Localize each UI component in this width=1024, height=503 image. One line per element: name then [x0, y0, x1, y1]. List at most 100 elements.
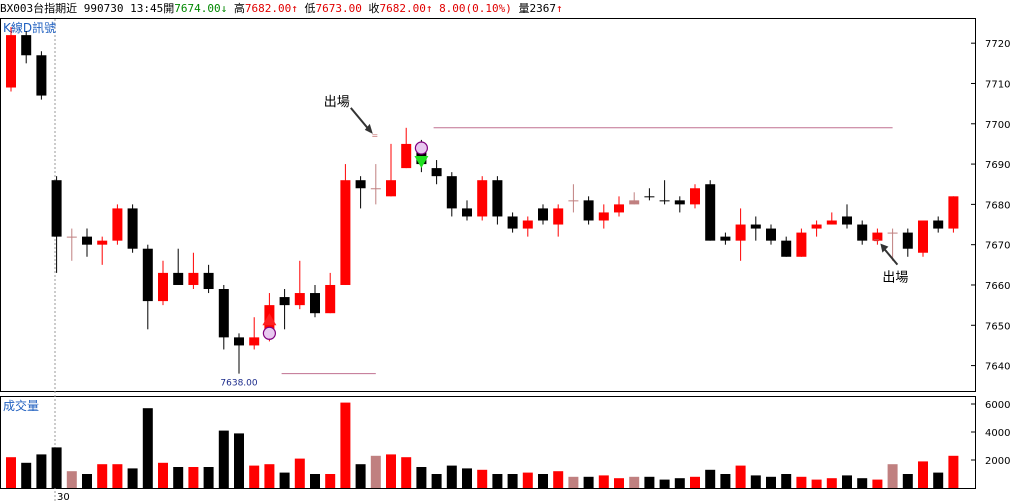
volume-bar — [492, 474, 503, 488]
volume-bar — [507, 474, 518, 488]
price-panel-frame — [0, 18, 976, 392]
candle-body — [386, 180, 396, 197]
volume-tick-label: 4000 — [985, 428, 1010, 439]
volume-panel-label: 成交量 — [3, 398, 39, 413]
candle-body — [340, 180, 351, 285]
volume-bar — [218, 430, 229, 488]
candle-body — [735, 224, 746, 241]
close-value: 7682.00 — [379, 2, 426, 15]
volume-bar — [6, 457, 16, 488]
candle-body — [918, 220, 928, 253]
volume-arrow: ↑ — [556, 2, 563, 15]
volume-bar — [766, 476, 776, 488]
candle-body — [507, 216, 518, 229]
candle-body — [614, 204, 624, 213]
candle-body — [796, 232, 807, 257]
reference-lines — [281, 127, 893, 375]
candle-body — [781, 240, 792, 257]
quote-header: BX003台指期近 990730 13:45開7674.00↓ 高7682.00… — [0, 0, 1024, 18]
volume-tick-label: 2000 — [985, 456, 1010, 467]
volume-bar — [188, 467, 199, 488]
quote-time: 13:45 — [130, 2, 164, 15]
candle-body — [766, 228, 776, 241]
exit-label: 出場 — [882, 271, 908, 286]
exit-arrowhead — [364, 123, 373, 134]
low-value: 7673.00 — [315, 2, 362, 15]
symbol-name: 台指期近 — [33, 2, 78, 15]
volume-bar — [446, 465, 457, 488]
candle-body — [446, 176, 457, 209]
price-panel-label: K線D訊號 — [3, 20, 56, 35]
candle-body — [659, 200, 670, 202]
candle-body — [310, 293, 320, 314]
volume-bar — [750, 475, 761, 488]
volume-bar — [796, 476, 807, 488]
candle-body — [857, 224, 868, 241]
exit-label: 出場 — [324, 95, 350, 110]
volume-bar — [97, 464, 108, 488]
volume-bar — [51, 447, 62, 488]
volume-bar — [462, 468, 472, 488]
close-arrow: ↑ — [425, 2, 433, 15]
volume-bar — [340, 402, 351, 488]
volume-bar — [538, 474, 548, 488]
volume-bar — [948, 455, 959, 488]
volume-bar — [720, 474, 731, 488]
candle-body — [112, 208, 123, 241]
candle-body — [401, 143, 412, 169]
high-value: 7682.00 — [244, 2, 292, 15]
volume-bar — [203, 467, 214, 488]
signal-marks: 7638.00 = 出場 = 出場 — [220, 95, 908, 389]
price-tick-label: 7690 — [985, 160, 1010, 171]
candle-body — [568, 200, 579, 202]
open-label: 開 — [163, 2, 175, 15]
candle-body — [325, 284, 336, 314]
candle-body — [598, 212, 609, 221]
candle-body — [948, 196, 959, 229]
volume-bar — [127, 468, 138, 488]
volume-bar — [872, 479, 883, 488]
candle-body — [82, 236, 92, 245]
volume-bar — [583, 476, 594, 488]
open-value: 7674.00 — [174, 2, 221, 15]
volume-bar — [568, 476, 579, 488]
candle-body — [355, 180, 366, 189]
candle-body — [690, 188, 700, 205]
close-label: 收 — [368, 2, 380, 15]
candle-body — [203, 272, 214, 290]
candle-body — [51, 180, 62, 237]
price-tick-label: 7700 — [985, 120, 1010, 131]
candle-body — [583, 200, 594, 221]
symbol-code: BX003 — [0, 2, 34, 15]
price-tick-label: 7640 — [985, 362, 1010, 373]
volume-bar — [264, 464, 275, 488]
volume-bar — [690, 476, 700, 488]
volume-bar — [355, 464, 366, 488]
volume-bar — [659, 479, 670, 488]
volume-bar — [826, 478, 837, 488]
low-label: 低 — [304, 2, 316, 15]
candle-body — [97, 240, 108, 245]
volume-bar — [614, 478, 624, 488]
candle-body — [294, 293, 305, 306]
candle-body — [462, 208, 472, 217]
candle-body — [750, 224, 761, 229]
volume-bar — [249, 465, 260, 488]
candlestick-chart: K線D訊號 成交量 30 7720 7710 7700 7690 7680 7670 766… — [0, 18, 1010, 503]
volume-bar — [431, 474, 442, 488]
price-tick-label: 7660 — [985, 281, 1010, 292]
date-marker: 30 — [57, 492, 70, 503]
candle-body — [933, 220, 944, 229]
open-arrow: ↓ — [220, 2, 228, 15]
candle-body — [674, 200, 685, 205]
volume-bar — [173, 467, 184, 488]
candle-body — [811, 224, 822, 229]
volume-bar — [933, 472, 944, 488]
volume-bar — [811, 479, 822, 488]
change-value: 8.00(0.10%) — [439, 2, 512, 15]
volume-bar — [386, 454, 396, 488]
volume-bar — [370, 455, 381, 488]
volume-bar — [66, 471, 77, 488]
volume-bar — [644, 476, 655, 488]
price-tick-label: 7670 — [985, 241, 1010, 252]
